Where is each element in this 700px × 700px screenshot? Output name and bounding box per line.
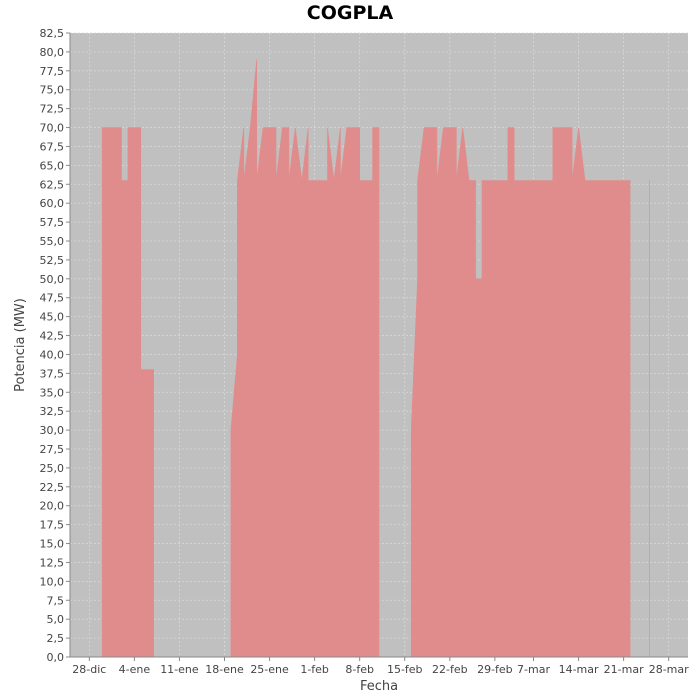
y-tick-label: 70,0: [40, 122, 65, 135]
y-tick-label: 0,0: [47, 651, 65, 664]
y-tick-label: 52,5: [40, 254, 65, 267]
y-tick-label: 42,5: [40, 330, 65, 343]
y-tick-label: 55,0: [40, 235, 65, 248]
y-tick-label: 25,0: [40, 462, 65, 475]
y-tick-label: 32,5: [40, 405, 65, 418]
x-tick-label: 21-mar: [604, 663, 644, 676]
x-tick-label: 14-mar: [559, 663, 599, 676]
x-tick-label: 1-feb: [300, 663, 329, 676]
y-tick-label: 47,5: [40, 292, 65, 305]
x-tick-label: 4-ene: [119, 663, 151, 676]
y-tick-label: 22,5: [40, 481, 65, 494]
x-tick-label: 28-dic: [72, 663, 106, 676]
y-tick-label: 50,0: [40, 273, 65, 286]
y-tick-label: 15,0: [40, 538, 65, 551]
x-tick-label: 8-feb: [345, 663, 374, 676]
y-tick-label: 20,0: [40, 500, 65, 513]
chart-title: COGPLA: [306, 2, 394, 24]
x-tick-label: 11-ene: [160, 663, 199, 676]
x-tick-label: 15-feb: [387, 663, 423, 676]
y-tick-label: 7,5: [47, 594, 65, 607]
y-tick-label: 10,0: [40, 575, 65, 588]
y-tick-label: 45,0: [40, 311, 65, 324]
y-tick-label: 37,5: [40, 367, 65, 380]
y-tick-label: 67,5: [40, 140, 65, 153]
y-axis-label: Potencia (MW): [13, 298, 28, 392]
y-tick-label: 40,0: [40, 348, 65, 361]
x-tick-label: 7-mar: [517, 663, 550, 676]
y-tick-label: 57,5: [40, 216, 65, 229]
y-tick-label: 17,5: [40, 519, 65, 532]
y-tick-label: 77,5: [40, 65, 65, 78]
y-tick-label: 12,5: [40, 556, 65, 569]
y-tick-label: 5,0: [47, 613, 65, 626]
y-tick-label: 27,5: [40, 443, 65, 456]
x-axis-label: Fecha: [360, 679, 398, 694]
y-tick-label: 60,0: [40, 197, 65, 210]
y-tick-label: 30,0: [40, 424, 65, 437]
y-tick-label: 62,5: [40, 178, 65, 191]
y-tick-label: 72,5: [40, 103, 65, 116]
x-tick-label: 18-ene: [205, 663, 244, 676]
y-tick-label: 35,0: [40, 386, 65, 399]
y-tick-label: 75,0: [40, 84, 65, 97]
x-tick-label: 28-mar: [649, 663, 689, 676]
y-tick-label: 2,5: [47, 632, 65, 645]
y-tick-label: 65,0: [40, 159, 65, 172]
x-tick-label: 29-feb: [477, 663, 513, 676]
x-tick-label: 25-ene: [250, 663, 289, 676]
series-area: [101, 59, 650, 658]
x-tick-label: 22-feb: [432, 663, 468, 676]
x-tick-labels: 28-dic 4-ene 11-ene 18-ene 25-ene 1-feb 8-feb 1…: [72, 657, 689, 676]
y-tick-label: 80,0: [40, 46, 65, 59]
y-tick-label: 82,5: [40, 27, 65, 40]
y-tick-labels: 0,0 2,5 5,0 7,5 10,0 12,5 15,0 17,5 20,0 22,5 25,0…: [40, 27, 70, 664]
